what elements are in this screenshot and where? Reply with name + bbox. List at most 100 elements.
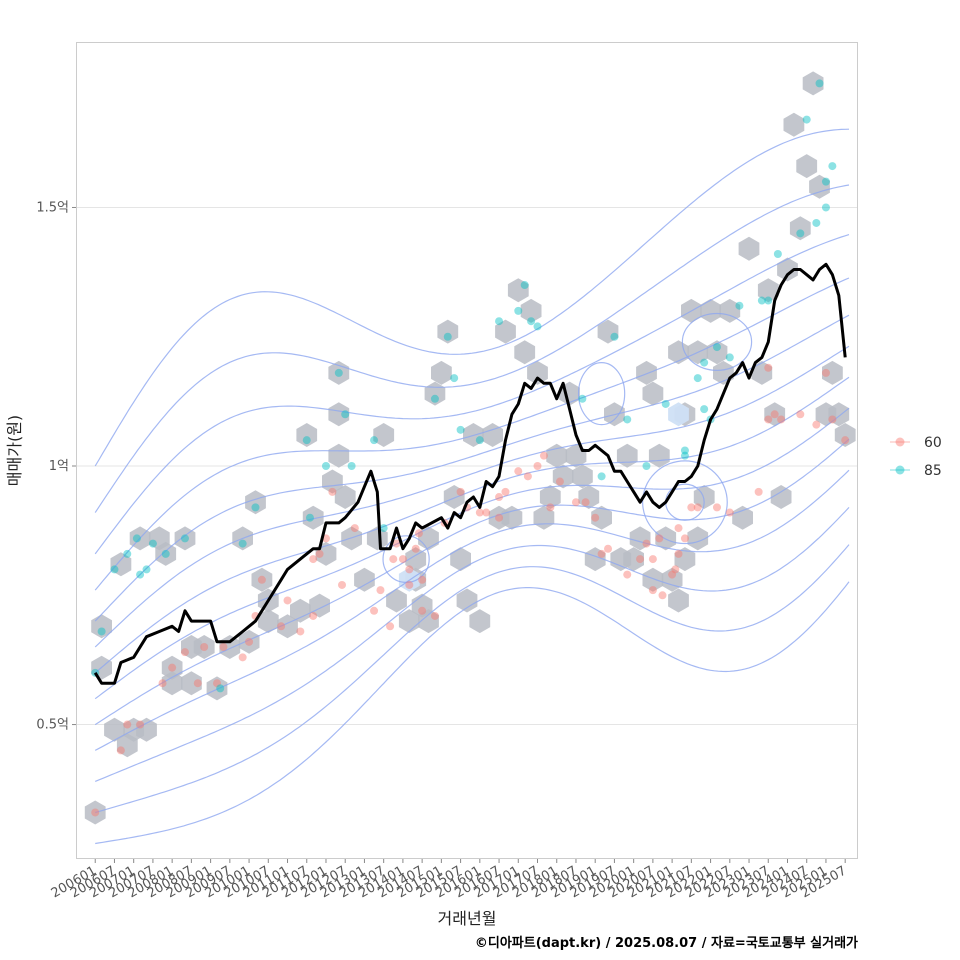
data-point-85 [821,203,830,212]
data-point-60 [623,570,632,579]
density-contour [94,184,850,513]
data-point-85 [161,549,170,558]
data-point-85 [148,539,157,548]
data-point-60 [238,653,247,662]
data-point-60 [213,679,222,688]
data-point-60 [91,808,100,817]
data-point-60 [136,720,145,729]
hexbin [578,485,600,509]
hexbin [572,464,593,489]
data-point-85 [700,358,709,367]
data-point-60 [495,513,504,522]
hexbin [193,635,215,659]
data-point-60 [414,529,423,538]
data-point-60 [687,503,696,512]
data-point-60 [604,544,613,553]
hexbin [834,423,856,447]
data-point-60 [555,477,564,486]
hexbin [642,567,664,592]
hexbin [257,609,279,634]
data-point-60 [411,544,420,553]
y-tick-label: 0.5억 [36,718,69,733]
hexbin [290,598,311,623]
x-axis-title: 거래년월 [438,909,497,928]
plot-panel [76,42,858,859]
legend-key-point [895,465,905,475]
legend-label: 85 [924,463,942,479]
hexbin [354,567,375,592]
density-contour [95,544,850,814]
data-point-60 [386,622,395,631]
data-point-60 [841,436,850,445]
data-point-60 [350,524,359,533]
hexbin [328,402,350,427]
legend-key-point [895,437,905,447]
hexbin [206,676,228,701]
hexbin [783,112,805,137]
hexbin [738,236,760,261]
data-point-85 [821,177,830,186]
data-point-85 [735,301,744,310]
data-point-60 [338,580,347,589]
hexbin [251,567,273,592]
chart-caption: ©디아파트(dapt.kr) / 2025.08.07 / 자료=국토교통부 실… [475,935,858,951]
hexbin [636,360,657,385]
data-point-60 [693,503,702,512]
density-contour [94,234,850,555]
hexbin [328,443,350,468]
data-point-60 [283,596,292,605]
data-point-85 [123,549,132,558]
data-point-60 [315,549,324,558]
data-point-60 [180,648,189,657]
hexbin [648,443,670,468]
hexbin [700,298,721,323]
hexbin [520,298,542,323]
scatter-points-layer [91,79,850,817]
data-point-60 [376,586,385,595]
data-point-60 [309,611,318,620]
density-contour [94,128,850,467]
hexbin [334,485,356,509]
hexbin [136,717,157,742]
data-point-60 [193,679,202,688]
data-point-60 [812,420,821,429]
density-contour [94,469,850,751]
data-point-60 [668,570,677,579]
data-point-60 [418,575,427,584]
hexbin [456,588,478,613]
density-contour [642,460,728,545]
data-point-60 [309,555,318,564]
data-point-85 [700,405,709,414]
data-point-60 [796,410,805,419]
data-point-60 [389,555,398,564]
panel-border [76,42,858,859]
hexbin [322,469,343,494]
data-point-85 [680,451,689,460]
data-point-60 [821,368,830,377]
data-point-60 [828,415,837,424]
data-point-85 [520,281,529,290]
data-point-60 [648,555,657,564]
data-point-85 [456,425,465,434]
hexbin [629,526,651,551]
data-point-60 [456,487,465,496]
data-point-85 [725,353,734,362]
hexbin [591,505,612,530]
data-point-60 [539,451,548,460]
hexbin [514,340,536,365]
data-point-85 [430,394,439,403]
panel-background [76,42,858,859]
hexbin [764,402,786,427]
data-point-85 [251,503,260,512]
data-point-60 [648,586,657,595]
hexbin [655,526,677,551]
data-point-60 [158,679,167,688]
data-point-85 [773,250,782,259]
hexbin [777,257,798,282]
hexbin [757,278,779,303]
data-point-85 [132,534,141,543]
hexbin [501,505,523,530]
data-point-85 [110,565,119,574]
hexbin [309,593,330,618]
